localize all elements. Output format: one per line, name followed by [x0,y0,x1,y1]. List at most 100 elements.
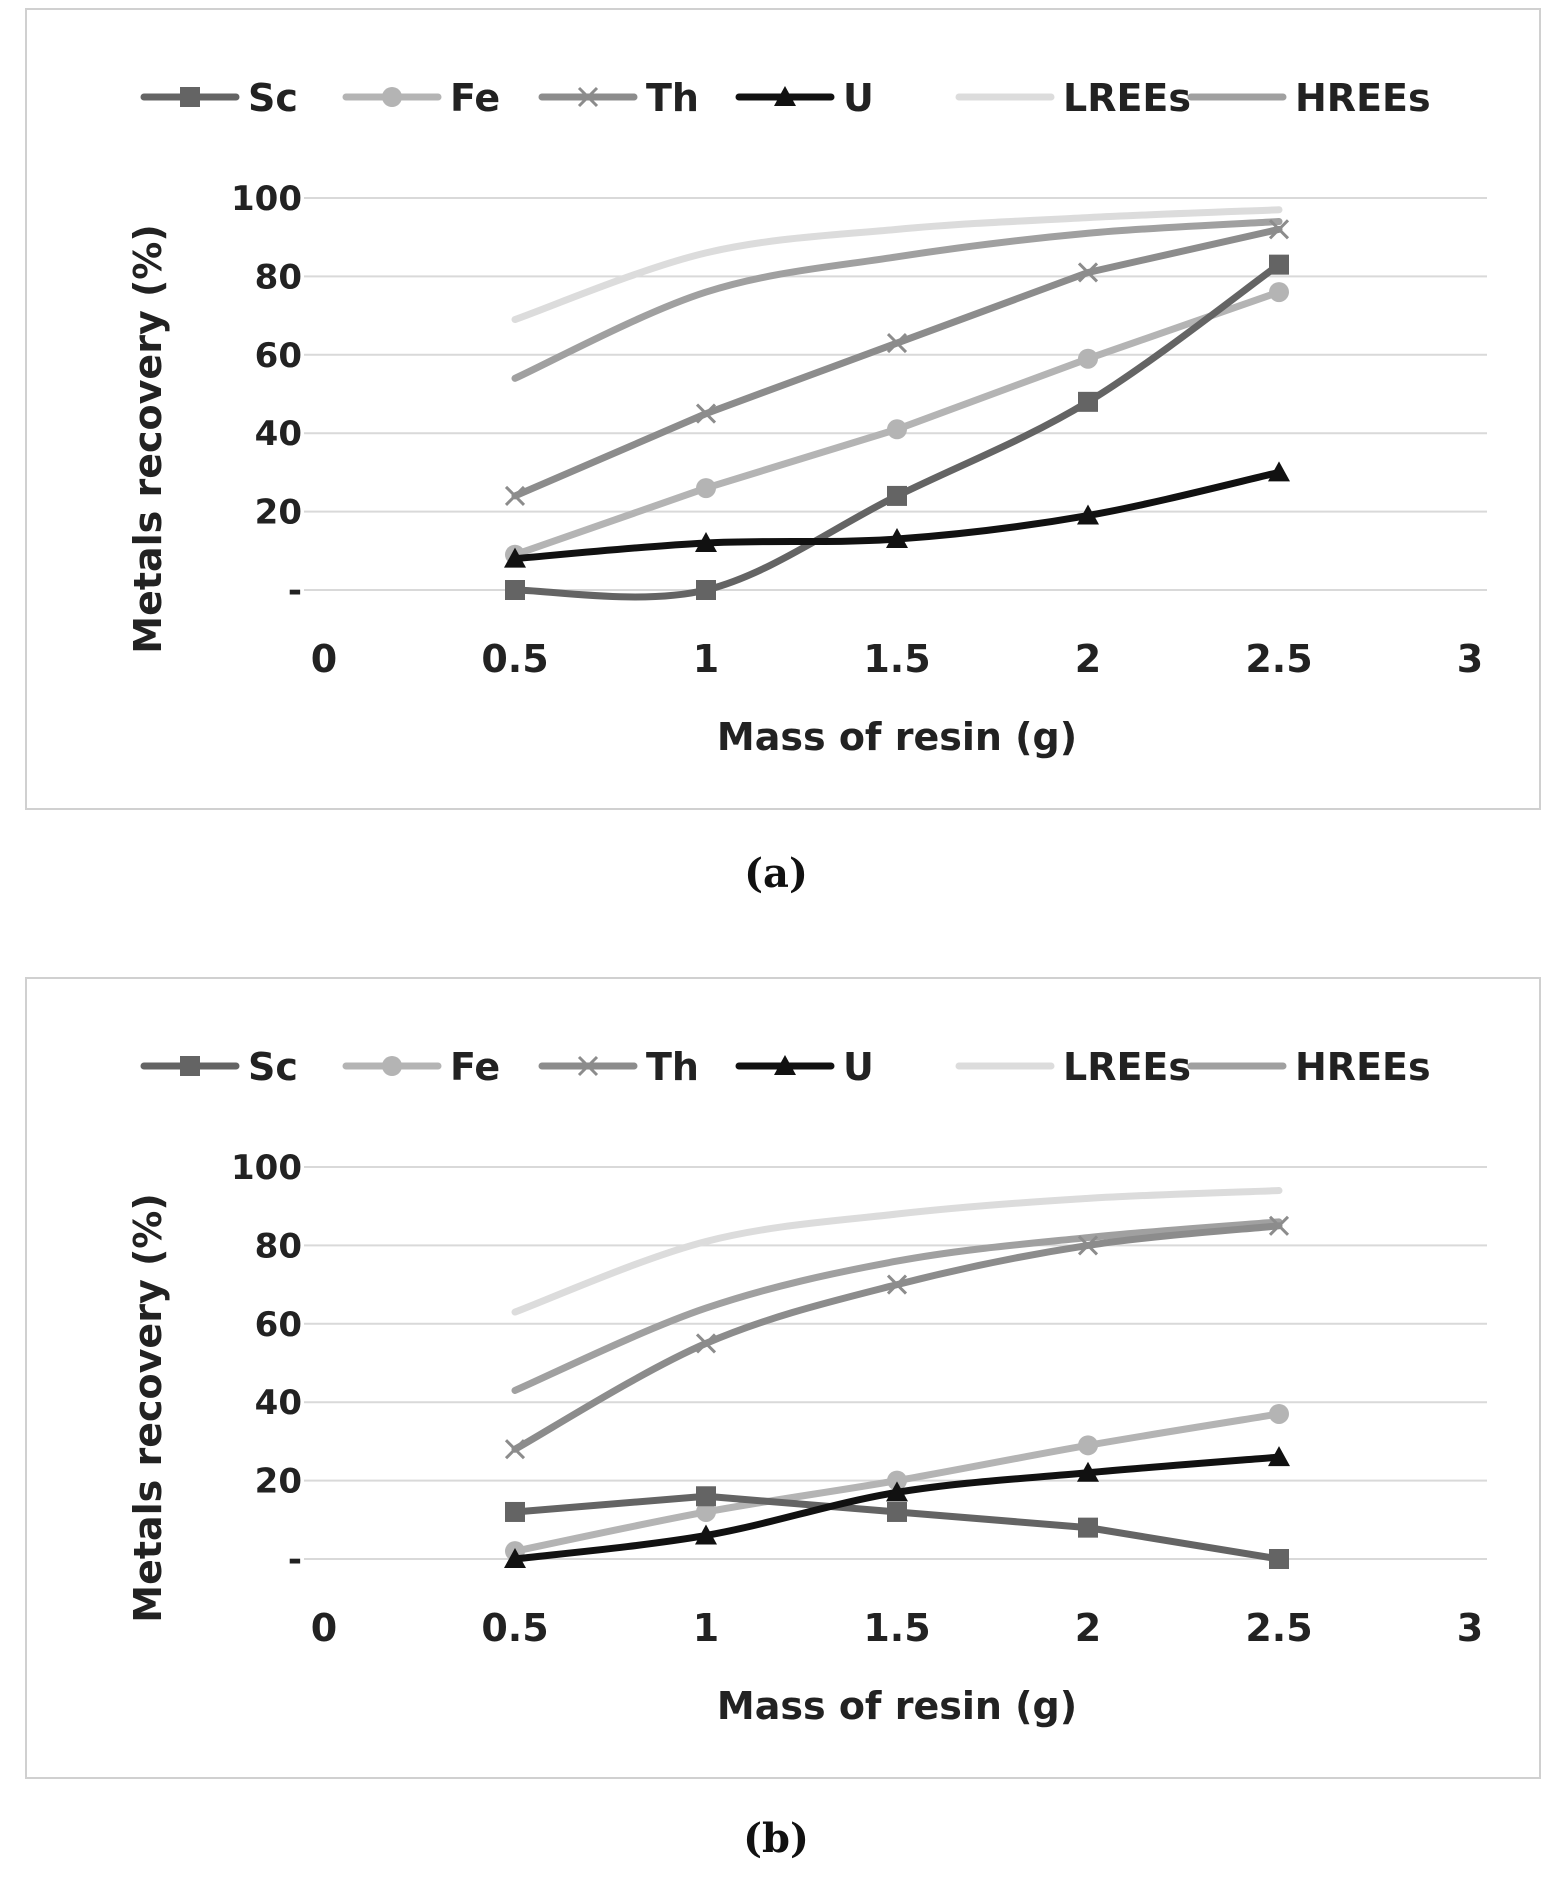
data-point-sc [887,485,907,506]
data-point-u [1077,1461,1099,1482]
x-tick-label: 2 [1075,637,1101,681]
series-th-a [504,219,1290,506]
x-tick-label: 1.5 [863,637,930,681]
data-point-th [1077,1235,1099,1256]
y-tick-label: 40 [255,1383,302,1423]
x-tick-label: 1 [693,637,719,681]
y-tick-label: 20 [255,493,302,533]
legend-label-hrees: HREEs [1295,1045,1431,1089]
legend-item-sc: Sc [140,1045,298,1089]
series-fe-b [505,1403,1289,1562]
legend-label-u: U [843,1045,874,1089]
series-line-hrees [511,1218,1283,1394]
legend-item-th: Th [538,76,699,120]
data-point-u [504,547,526,568]
data-point-fe [1078,348,1098,369]
x-tick-label: 0 [311,1606,337,1650]
chart-panel-b: Sc Fe Th U LREEs HREEs - 20 40 60 80 100 0 0.5 1 1.5 2 2.… [25,977,1541,1779]
data-point-th [886,332,908,354]
data-point-sc [887,1501,907,1522]
legend-item-u: U [735,1045,874,1089]
legend-marker-sc [180,87,200,107]
data-point-th [504,1439,526,1460]
gridlines-a [304,197,1487,591]
legend-item-sc: Sc [140,76,298,120]
legend-item-th: Th [538,1045,699,1089]
data-point-u [1077,504,1099,525]
chart-a: Sc Fe Th U LREEs HREEs - 20 40 60 80 100 0 0.5 1 1.5 2 2.… [126,76,1487,759]
data-point-u [695,1524,717,1545]
data-point-u [886,1481,908,1502]
y-tick-label: 20 [255,1462,302,1502]
x-tick-label: 3 [1457,637,1483,681]
data-point-fe [1269,282,1289,303]
data-point-sc [1269,1549,1289,1569]
legend-label-hrees: HREEs [1295,76,1431,120]
data-point-th [695,1333,717,1354]
legend-marker-u [774,1055,796,1075]
series-line-lrees [511,206,1283,324]
data-point-u [886,528,908,549]
legend-a: Sc Fe Th U LREEs HREEs [140,76,1431,120]
x-tick-label: 3 [1457,1606,1483,1650]
chart-panel-a: Sc Fe Th U LREEs HREEs - 20 40 60 80 100 0 0.5 1 1.5 2 2.… [25,8,1541,810]
series-sc-a [505,254,1289,601]
legend-label-fe: Fe [450,1045,500,1089]
legend-item-hrees: HREEs [1187,1045,1431,1089]
data-point-sc [505,1501,525,1522]
gridlines-b [304,1166,1487,1560]
x-tick-label: 0.5 [481,637,548,681]
series-line-hrees [511,218,1283,382]
legend-item-fe: Fe [342,1045,500,1089]
x-tick-label: 2 [1075,1606,1101,1650]
series-line-lrees [511,1187,1283,1316]
data-point-fe [887,1470,907,1491]
data-point-u [695,531,717,552]
series-hrees-b [511,1218,1283,1394]
data-point-fe [696,1501,716,1522]
data-point-th [695,403,717,424]
legend-item-hrees: HREEs [1187,76,1431,120]
x-axis-title-b: Mass of resin (g) [717,1684,1077,1728]
series-u-a [504,461,1290,568]
series-u-b [504,1446,1290,1568]
legend-b: Sc Fe Th U LREEs HREEs [140,1045,1431,1089]
legend-marker-th [577,86,599,108]
data-point-sc [696,580,716,600]
x-tick-label: 2.5 [1245,637,1312,681]
legend-item-lrees: LREEs [955,76,1191,120]
chart-b: Sc Fe Th U LREEs HREEs - 20 40 60 80 100 0 0.5 1 1.5 2 2.… [126,1045,1487,1728]
data-point-sc [1078,391,1098,412]
y-axis-title-a: Metals recovery (%) [126,224,170,654]
series-line-th [511,225,1283,500]
y-tick-label: 80 [255,1226,302,1266]
y-tick-label: 100 [231,179,302,219]
legend-label-th: Th [646,1045,699,1089]
y-tick-label: 60 [255,1305,302,1345]
data-point-th [1077,262,1099,283]
x-tick-label: 0.5 [481,1606,548,1650]
data-point-fe [696,478,716,499]
series-lrees-a [511,206,1283,324]
legend-item-u: U [735,76,874,120]
x-tick-label: 2.5 [1245,1606,1312,1650]
data-point-th [1268,219,1290,240]
y-tick-label: 80 [255,257,302,297]
legend-item-fe: Fe [342,76,500,120]
x-tick-label: 1.5 [863,1606,930,1650]
y-tick-label: 60 [255,336,302,376]
y-tick-label: 40 [255,414,302,454]
x-axis-title-a: Mass of resin (g) [717,715,1077,759]
legend-item-lrees: LREEs [955,1045,1191,1089]
legend-label-sc: Sc [248,1045,298,1089]
y-tick-label: 100 [231,1148,302,1188]
legend-label-u: U [843,76,874,120]
legend-marker-fe [382,87,402,107]
legend-label-fe: Fe [450,76,500,120]
x-tick-label: 0 [311,637,337,681]
chart-caption-a: (a) [744,850,808,897]
legend-marker-sc [180,1056,200,1076]
data-point-sc [1269,254,1289,275]
y-tick-label: - [288,571,302,611]
legend-label-lrees: LREEs [1063,76,1191,120]
